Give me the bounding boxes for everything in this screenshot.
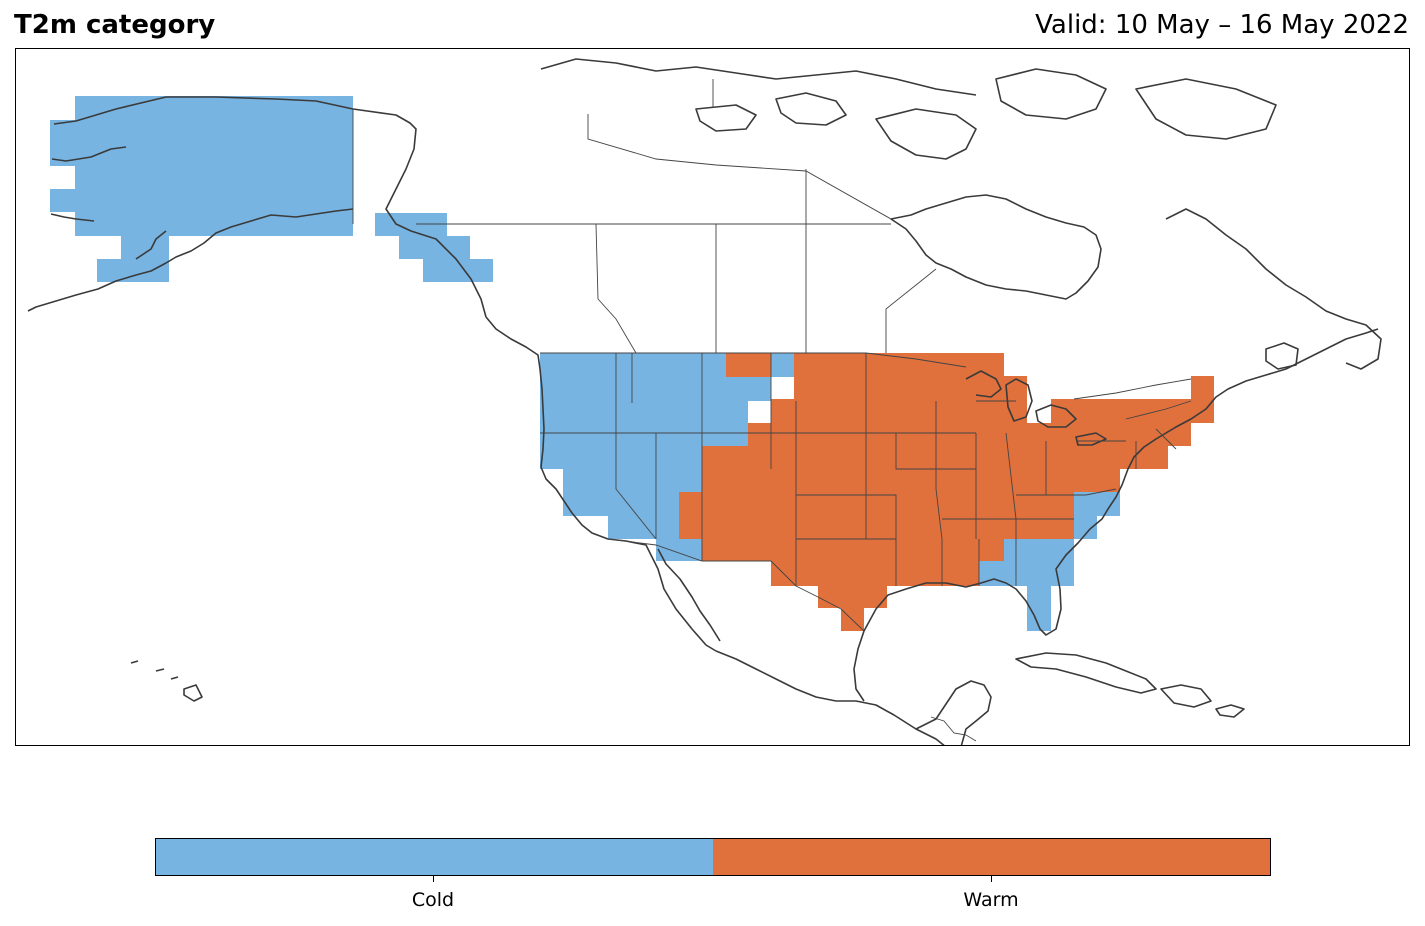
coast-yucatan — [915, 680, 992, 745]
colorbar-tick-cold — [433, 876, 434, 882]
colorbar-warm-segment — [713, 839, 1270, 875]
valid-period: Valid: 10 May – 16 May 2022 — [1035, 10, 1409, 40]
coast-pacific-nw — [485, 316, 545, 468]
colorbar-tick-warm — [991, 876, 992, 882]
coast-hawaii — [130, 660, 203, 702]
cold-cells — [50, 96, 1120, 631]
border-us-mexico — [607, 538, 865, 632]
coast-alaska — [27, 96, 487, 318]
legend-label-warm: Warm — [963, 889, 1019, 911]
cell-warm-main — [679, 353, 1214, 631]
map-title: T2m category — [14, 10, 216, 40]
coast-hudson-bay — [890, 194, 1102, 300]
map-canvas — [27, 58, 1382, 745]
colorbar — [155, 838, 1271, 876]
cell-warm-nw-a — [726, 353, 771, 377]
warm-cells — [679, 353, 1214, 631]
colorbar-cold-segment — [156, 839, 713, 875]
cell-west-us-cold — [540, 353, 771, 561]
coast-mexico-pacific — [715, 650, 945, 745]
cell-montana-cold — [771, 353, 794, 377]
coastlines — [27, 58, 1382, 745]
coast-arctic-islands — [540, 58, 1277, 160]
cell-panhandle-cold — [375, 213, 493, 282]
cell-florida-cold — [979, 539, 1074, 631]
cell-alaska-cold — [50, 96, 353, 282]
coast-cuba — [1015, 652, 1157, 694]
coast-hispaniola — [1160, 684, 1245, 718]
border-us-states — [540, 353, 1192, 586]
border-central-america — [930, 716, 977, 742]
coast-gulf — [853, 328, 1379, 702]
coast-great-lakes — [965, 370, 1107, 446]
cell-southwest-cold — [656, 539, 702, 561]
border-canada-provinces — [587, 79, 937, 354]
legend-label-cold: Cold — [411, 889, 455, 911]
coast-labrador — [1165, 208, 1382, 370]
political-borders — [352, 79, 1192, 742]
map-panel — [15, 48, 1410, 746]
